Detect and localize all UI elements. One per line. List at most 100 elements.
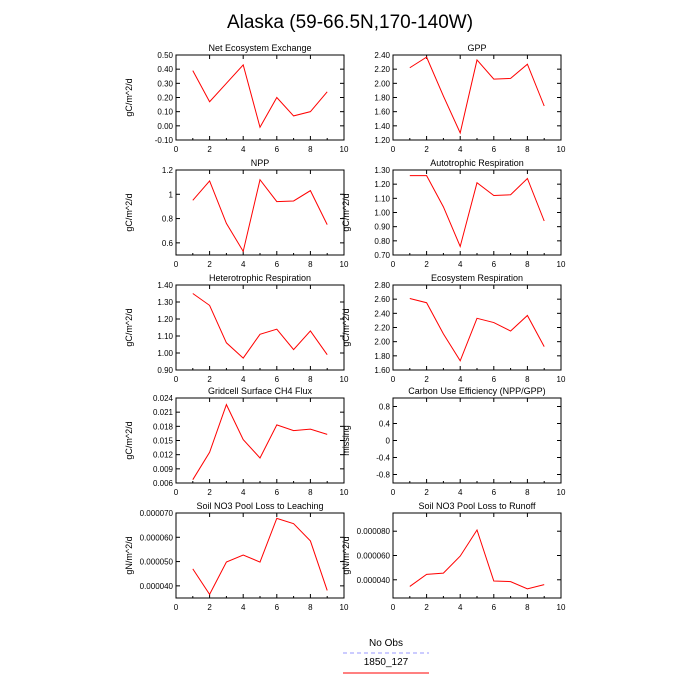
y-tick-label: 2.40 <box>374 309 390 318</box>
y-tick-label: 0.8 <box>162 215 174 224</box>
y-tick-label: 1.60 <box>374 366 390 375</box>
y-axis-label: gC/m^2/d <box>124 421 134 459</box>
x-tick-label: 8 <box>308 488 313 497</box>
y-tick-label: 0.000060 <box>357 552 391 561</box>
x-tick-label: 4 <box>458 603 463 612</box>
y-tick-label: 0.021 <box>153 408 174 417</box>
y-tick-label: 1.20 <box>374 180 390 189</box>
x-tick-label: 10 <box>557 488 566 497</box>
x-tick-label: 0 <box>174 260 179 269</box>
panel-title: Net Ecosystem Exchange <box>208 43 311 53</box>
x-tick-label: 8 <box>308 603 313 612</box>
y-tick-label: 1.00 <box>374 209 390 218</box>
plot-frame <box>392 284 562 371</box>
series-line-1850-127 <box>409 175 545 249</box>
y-tick-label: 1.80 <box>374 352 390 361</box>
x-tick-label: 2 <box>424 603 429 612</box>
panel-title: Carbon Use Efficiency (NPP/GPP) <box>408 386 545 396</box>
y-tick-label: 0.10 <box>157 108 173 117</box>
y-tick-label: 1.30 <box>374 166 390 175</box>
y-axis-label: gN/m^2/d <box>124 536 134 574</box>
y-axis-label: gC/m^2/d <box>341 193 351 231</box>
x-tick-label: 6 <box>275 603 280 612</box>
y-tick-label: 0.015 <box>153 437 174 446</box>
panel-soil-no3-pool-loss-to-runoff: Soil NO3 Pool Loss to Runoff 0 2 4 6 8 10 0.000… <box>341 501 566 612</box>
y-tick-label: 1 <box>169 190 174 199</box>
y-tick-label: 0.50 <box>157 51 173 60</box>
x-tick-label: 6 <box>275 375 280 384</box>
x-tick-label: 4 <box>458 375 463 384</box>
x-tick-label: 8 <box>525 260 530 269</box>
y-tick-label: 2.60 <box>374 295 390 304</box>
y-tick-label: 0 <box>386 437 391 446</box>
panel-carbon-use-efficiency-npp-gpp: Carbon Use Efficiency (NPP/GPP) 0 2 4 6 8 10 -0… <box>341 386 566 497</box>
panel-title: NPP <box>251 158 270 168</box>
panel-ecosystem-respiration: Ecosystem Respiration 0 2 4 6 8 10 1.60 1.80 2.00… <box>341 273 566 384</box>
y-tick-label: 0.90 <box>374 223 390 232</box>
panel-heterotrophic-respiration: Heterotrophic Respiration 0 2 4 6 8 10 0.90 1.00… <box>124 273 349 384</box>
x-tick-label: 2 <box>424 488 429 497</box>
x-tick-label: 8 <box>308 145 313 154</box>
y-tick-label: 0.70 <box>374 251 390 260</box>
x-tick-label: 10 <box>340 260 349 269</box>
panel-title: Ecosystem Respiration <box>431 273 523 283</box>
x-tick-label: 10 <box>340 145 349 154</box>
y-tick-label: 2.20 <box>374 324 390 333</box>
x-tick-label: 2 <box>424 145 429 154</box>
y-tick-label: -0.8 <box>376 471 390 480</box>
y-tick-label: 1.40 <box>157 281 173 290</box>
x-tick-label: 4 <box>458 488 463 497</box>
y-tick-label: 1.40 <box>374 122 390 131</box>
x-tick-label: 0 <box>391 145 396 154</box>
plot-frame <box>392 397 562 484</box>
y-tick-label: 0.4 <box>379 420 391 429</box>
x-tick-label: 10 <box>340 603 349 612</box>
y-tick-label: 0.80 <box>374 237 390 246</box>
plot-frame <box>175 169 345 256</box>
y-tick-label: 0.30 <box>157 79 173 88</box>
y-tick-label: 0.90 <box>157 366 173 375</box>
x-tick-label: 6 <box>275 260 280 269</box>
y-tick-label: 2.20 <box>374 65 390 74</box>
y-tick-label: -0.10 <box>155 136 174 145</box>
y-tick-label: 1.30 <box>157 298 173 307</box>
x-tick-label: 10 <box>340 375 349 384</box>
panel-net-ecosystem-exchange: Net Ecosystem Exchange 0 2 4 6 8 10 -0.10 0.00 0.… <box>124 43 349 154</box>
x-tick-label: 10 <box>557 603 566 612</box>
y-tick-label: 2.00 <box>374 79 390 88</box>
panel-title: GPP <box>467 43 486 53</box>
x-tick-label: 0 <box>391 603 396 612</box>
x-tick-label: 4 <box>241 375 246 384</box>
x-tick-label: 8 <box>525 375 530 384</box>
x-tick-label: 10 <box>557 145 566 154</box>
panel-gridcell-surface-ch4-flux: Gridcell Surface CH4 Flux 0 2 4 6 8 10 0.006 0.0… <box>124 386 349 497</box>
x-tick-label: 4 <box>241 488 246 497</box>
x-tick-label: 2 <box>424 375 429 384</box>
panel-autotrophic-respiration: Autotrophic Respiration 0 2 4 6 8 10 0.70 0.80 0.… <box>341 158 566 269</box>
series-line-1850-127 <box>409 528 545 590</box>
x-tick-label: 2 <box>207 260 212 269</box>
y-tick-label: 0.000040 <box>140 582 174 591</box>
series-line-1850-127 <box>192 403 328 480</box>
x-tick-label: 6 <box>492 603 497 612</box>
x-tick-label: 6 <box>275 488 280 497</box>
x-tick-label: 8 <box>525 603 530 612</box>
x-tick-label: 6 <box>492 145 497 154</box>
panel-npp: NPP 0 2 4 6 8 10 0.6 0.8 1 1.2 gC/m^2/d <box>124 158 349 269</box>
x-tick-label: 0 <box>174 488 179 497</box>
y-tick-label: 1.20 <box>374 136 390 145</box>
panel-title: Soil NO3 Pool Loss to Leaching <box>196 501 323 511</box>
series-line-1850-127 <box>192 293 328 359</box>
legend: No Obs 1850_127 <box>343 638 429 674</box>
y-tick-label: 0.018 <box>153 422 174 431</box>
y-tick-label: 2.00 <box>374 338 390 347</box>
y-tick-label: 0.000060 <box>140 533 174 542</box>
y-tick-label: 1.10 <box>157 332 173 341</box>
x-tick-label: 10 <box>557 260 566 269</box>
plot-frame <box>175 284 345 371</box>
y-tick-label: 1.60 <box>374 108 390 117</box>
y-tick-label: 0.009 <box>153 465 174 474</box>
panel-gpp: GPP 0 2 4 6 8 10 1.20 1.40 1.60 1.80 2.00 2.20 2.40 <box>374 43 566 154</box>
y-tick-label: 0.000070 <box>140 509 174 518</box>
y-tick-label: 0.012 <box>153 451 174 460</box>
